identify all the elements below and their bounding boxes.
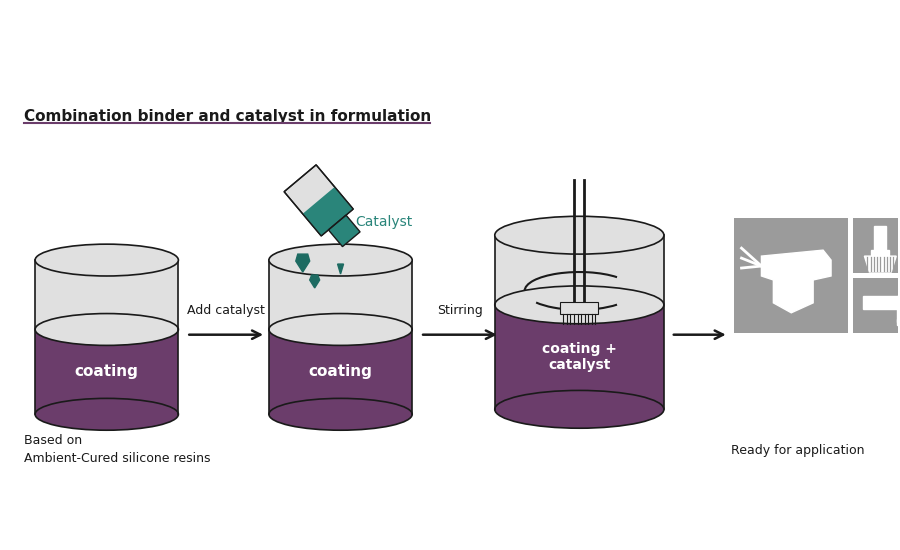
Ellipse shape (269, 244, 412, 276)
Polygon shape (35, 329, 178, 414)
Polygon shape (897, 319, 900, 324)
Ellipse shape (495, 286, 664, 324)
Text: Ready for application: Ready for application (732, 444, 865, 457)
Polygon shape (284, 165, 353, 236)
FancyBboxPatch shape (561, 302, 599, 314)
Ellipse shape (35, 314, 178, 345)
Polygon shape (328, 215, 360, 246)
Polygon shape (864, 256, 896, 272)
Polygon shape (338, 264, 344, 274)
Ellipse shape (495, 216, 664, 254)
Polygon shape (310, 275, 320, 288)
Text: Catalyst: Catalyst (356, 215, 413, 229)
Polygon shape (897, 296, 900, 322)
Polygon shape (871, 250, 889, 256)
Polygon shape (863, 296, 900, 310)
Ellipse shape (269, 314, 412, 345)
Polygon shape (495, 235, 664, 305)
Text: Add catalyst: Add catalyst (187, 304, 266, 317)
Polygon shape (874, 226, 886, 250)
Text: Combination binder and catalyst in formulation: Combination binder and catalyst in formu… (24, 109, 431, 124)
Ellipse shape (269, 398, 412, 430)
Ellipse shape (495, 390, 664, 428)
Text: Based on
Ambient-Cured silicone resins: Based on Ambient-Cured silicone resins (24, 434, 211, 465)
Polygon shape (853, 278, 900, 333)
Polygon shape (302, 187, 353, 236)
Ellipse shape (35, 398, 178, 430)
Text: coating: coating (309, 365, 373, 380)
Text: Stirring: Stirring (437, 304, 482, 317)
Text: coating: coating (75, 365, 139, 380)
Polygon shape (269, 260, 412, 329)
Polygon shape (296, 254, 310, 272)
Polygon shape (853, 218, 900, 273)
Polygon shape (495, 305, 664, 409)
Text: coating +
catalyst: coating + catalyst (542, 342, 616, 372)
Polygon shape (269, 329, 412, 414)
Polygon shape (35, 260, 178, 329)
Ellipse shape (35, 244, 178, 276)
Polygon shape (761, 250, 831, 313)
Polygon shape (734, 218, 848, 333)
